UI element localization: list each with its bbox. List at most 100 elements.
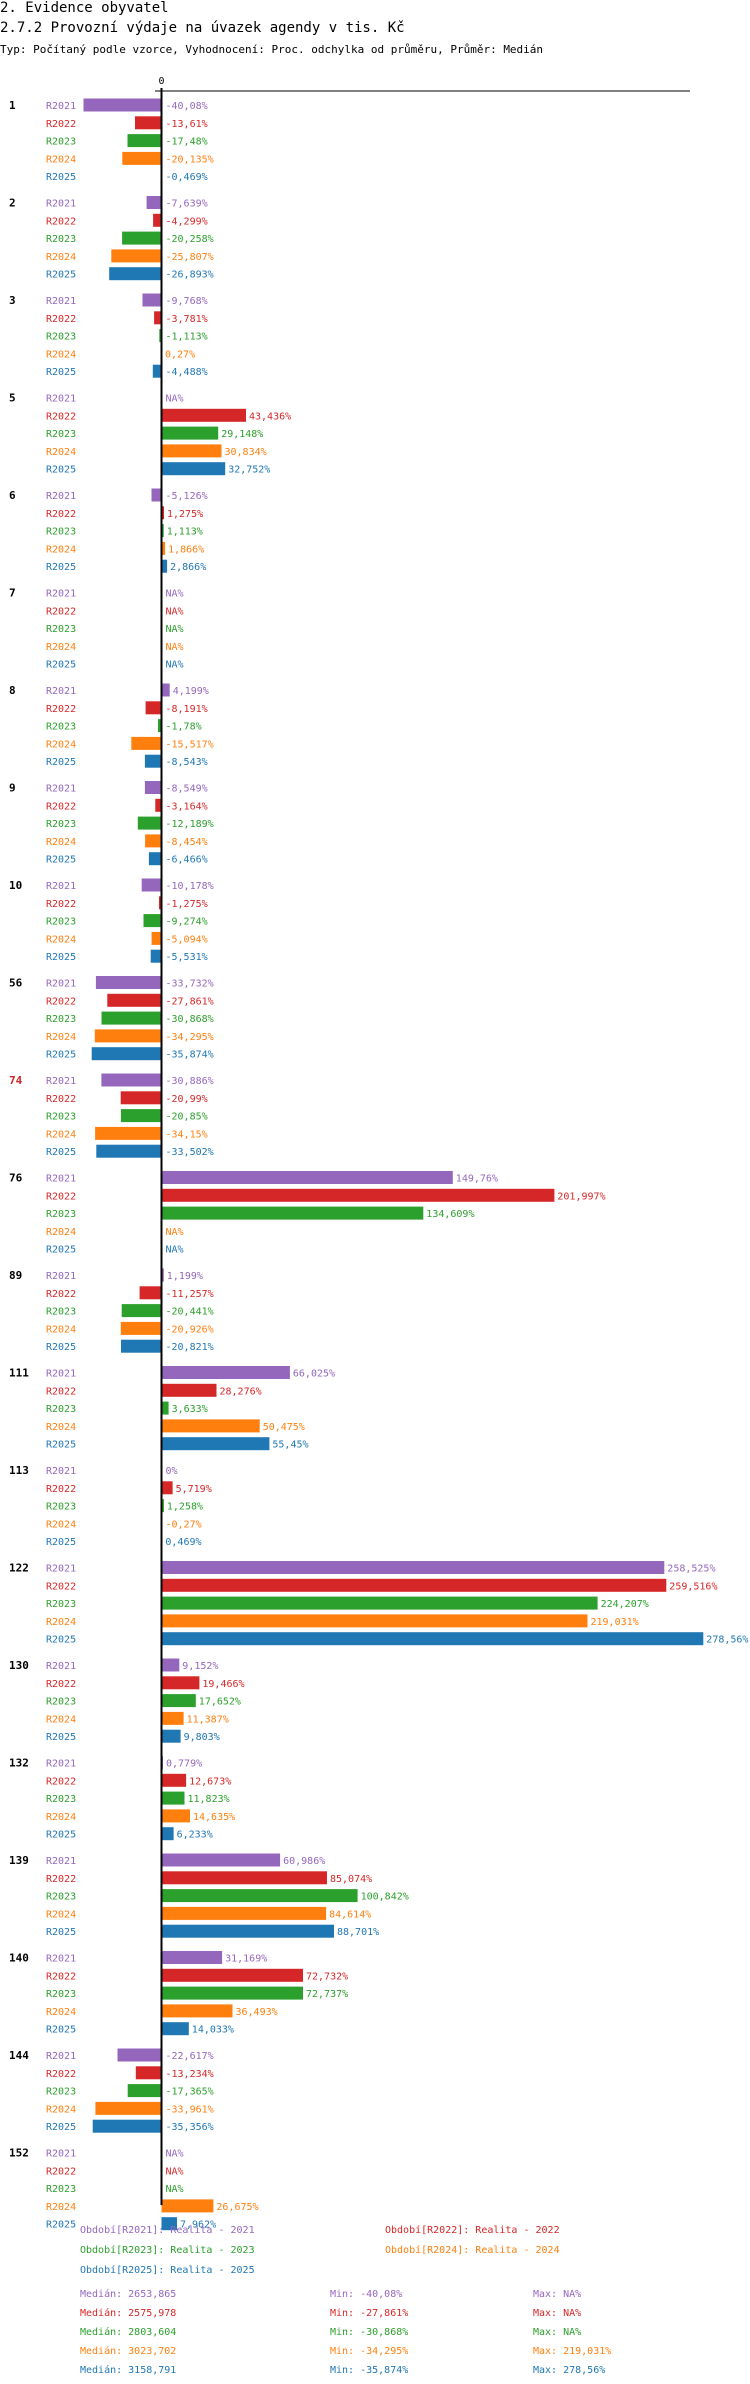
series-row-label: R2023: [46, 722, 76, 733]
data-label: 11,387%: [187, 1714, 229, 1725]
series-row-label: R2025: [46, 1732, 76, 1743]
bar: [161, 1827, 174, 1841]
category-label: 139: [9, 1854, 29, 1867]
category-label: 140: [9, 1952, 29, 1965]
bar: [120, 1321, 162, 1335]
data-label: 134,609%: [426, 1209, 474, 1220]
bar: [161, 1658, 180, 1672]
data-label: 0,779%: [166, 1759, 202, 1770]
bar: [148, 852, 162, 866]
data-label: -6,466%: [166, 855, 208, 866]
series-row-label: R2024: [46, 2007, 76, 2018]
data-label: 7,962%: [180, 2220, 216, 2231]
series-row-label: R2024: [46, 544, 76, 555]
bar: [161, 1383, 217, 1397]
data-label: -13,234%: [166, 2069, 214, 2080]
series-row-label: R2022: [46, 216, 76, 227]
bar: [91, 1047, 162, 1061]
data-label: 219,031%: [591, 1617, 639, 1628]
bar: [161, 1481, 173, 1495]
data-label: -10,178%: [166, 881, 214, 892]
bar: [120, 1091, 162, 1105]
series-row-label: R2025: [46, 660, 76, 671]
data-label: -20,258%: [166, 234, 214, 245]
category-label: 122: [9, 1562, 29, 1575]
series-row-label: R2024: [46, 2202, 76, 2213]
series-row-label: R2023: [46, 1989, 76, 2000]
data-label: 0%: [166, 1466, 178, 1477]
series-row-label: R2024: [46, 1812, 76, 1823]
bar: [161, 1366, 290, 1379]
bar: [137, 816, 162, 830]
data-label: 66,025%: [293, 1369, 335, 1380]
data-label: -20,135%: [166, 154, 214, 165]
data-label: -8,191%: [166, 704, 208, 715]
bar: [161, 559, 168, 573]
data-label: 149,76%: [456, 1174, 498, 1185]
series-row-label: R2021: [46, 1759, 76, 1770]
series-row-label: R2025: [46, 270, 76, 281]
series-row-label: R2022: [46, 119, 76, 130]
bar: [111, 249, 162, 263]
bar: [121, 1304, 162, 1318]
category-label: 111: [9, 1367, 29, 1380]
data-label: 43,436%: [249, 411, 291, 422]
data-label: -5,094%: [166, 934, 208, 945]
series-row-label: R2022: [46, 1386, 76, 1397]
data-label: -26,893%: [166, 270, 214, 281]
data-label: NA%: [166, 394, 184, 405]
bar: [161, 1986, 303, 2000]
category-label: 8: [9, 684, 16, 697]
bar: [145, 834, 162, 848]
bar: [161, 1853, 281, 1867]
data-label: 258,525%: [667, 1564, 715, 1575]
series-row-label: R2024: [46, 1617, 76, 1628]
stat-min: Min: -34,295%: [330, 2346, 408, 2357]
series-row-label: R2021: [46, 199, 76, 210]
series-row-label: R2024: [46, 934, 76, 945]
bar: [146, 196, 162, 209]
bar: [122, 151, 162, 165]
stat-max: Max: 278,56%: [533, 2365, 605, 2376]
bar: [154, 311, 162, 325]
category-label: 6: [9, 489, 16, 502]
series-row-label: R2023: [46, 1014, 76, 1025]
data-label: 1,275%: [167, 509, 203, 520]
series-row-label: R2021: [46, 1856, 76, 1867]
series-row-label: R2022: [46, 1874, 76, 1885]
data-label: -35,874%: [166, 1050, 214, 1061]
data-label: -25,807%: [166, 252, 214, 263]
category-label: 89: [9, 1269, 22, 1282]
data-label: NA%: [166, 660, 184, 671]
bar: [96, 1144, 162, 1158]
series-row-label: R2022: [46, 1581, 76, 1592]
data-label: -17,48%: [166, 137, 208, 148]
bar: [152, 364, 162, 378]
series-row-label: R2024: [46, 1714, 76, 1725]
data-label: 9,152%: [182, 1661, 218, 1672]
bar: [117, 2048, 162, 2062]
series-row-label: R2023: [46, 429, 76, 440]
bar: [161, 1401, 169, 1415]
bar: [161, 1791, 185, 1805]
series-row-label: R2021: [46, 1271, 76, 1282]
category-label: 7: [9, 587, 16, 600]
bar: [144, 754, 162, 768]
data-label: 1,199%: [167, 1271, 203, 1282]
chart-subtitle: Typ: Počítaný podle vzorce, Vyhodnocení:…: [0, 43, 544, 56]
bar: [161, 1596, 598, 1610]
data-label: NA%: [166, 1227, 184, 1238]
bar: [161, 462, 226, 476]
series-row-label: R2023: [46, 1599, 76, 1610]
data-label: -0,469%: [166, 172, 208, 183]
series-row-label: R2025: [46, 855, 76, 866]
data-label: NA%: [166, 1245, 184, 1256]
stat-median: Medián: 2803,604: [80, 2326, 176, 2338]
bar: [161, 1561, 665, 1574]
data-label: -0,27%: [166, 1519, 202, 1530]
series-row-label: R2022: [46, 2166, 76, 2177]
data-label: 55,45%: [272, 1440, 308, 1451]
series-row-label: R2024: [46, 837, 76, 848]
data-label: -33,732%: [166, 979, 214, 990]
series-row-label: R2022: [46, 1191, 76, 1202]
